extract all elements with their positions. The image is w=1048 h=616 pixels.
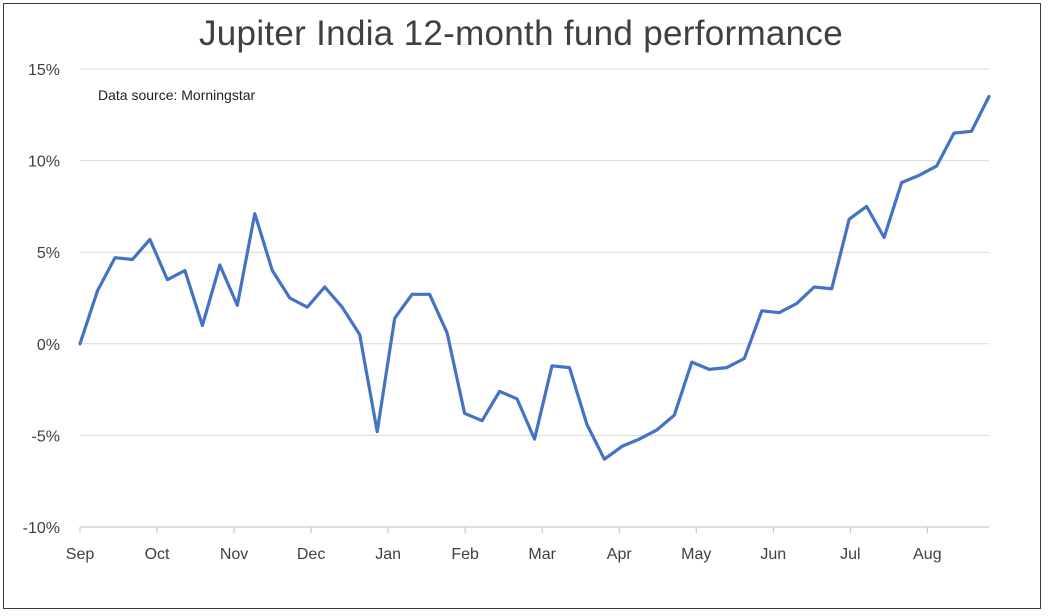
x-tick-label: Dec (297, 546, 325, 563)
y-axis-tick-labels: 15% 10% 5% 0% -5% -10% (23, 62, 60, 537)
chart-frame (3, 3, 1041, 609)
x-tick-label: Oct (145, 546, 170, 563)
gridlines (80, 68, 989, 528)
x-tick-label: Mar (528, 546, 556, 563)
y-tick-label: 10% (28, 154, 60, 171)
x-tick-label: Jun (760, 546, 786, 563)
y-tick-label: 15% (28, 62, 60, 79)
series-line (78, 94, 991, 461)
x-tick-label: Jan (375, 546, 401, 563)
data-source-note: Data source: Morningstar (98, 87, 256, 103)
x-tick-label: Jul (840, 546, 860, 563)
y-tick-label: 5% (37, 245, 60, 262)
chart-title: Jupiter India 12-month fund performance (198, 14, 843, 53)
x-tick-label: Feb (451, 546, 479, 563)
series-layer (78, 94, 991, 461)
y-tick-label: -10% (23, 520, 60, 537)
x-tick-label: May (681, 546, 711, 563)
x-tick-label: Nov (220, 546, 248, 563)
x-tick-label: Sep (66, 546, 95, 563)
x-axis (79, 527, 928, 533)
x-tick-label: Aug (913, 546, 941, 563)
y-tick-label: -5% (32, 428, 60, 445)
x-axis-tick-labels: Sep Oct Nov Dec Jan Feb Mar Apr May Jun Jul Aug (66, 546, 942, 563)
y-tick-label: 0% (37, 337, 60, 354)
x-tick-label: Apr (607, 546, 633, 563)
